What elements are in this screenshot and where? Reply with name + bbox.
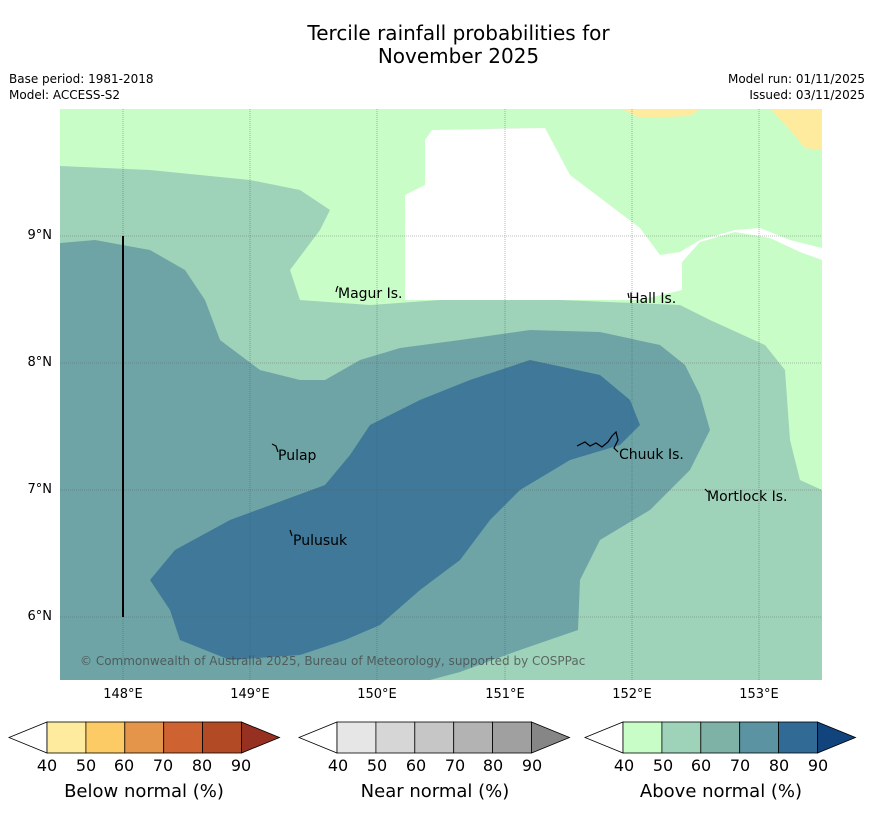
colorbar-segment [202, 721, 242, 754]
tick: 80 [482, 756, 504, 775]
lon-label-151e: 151°E [485, 687, 525, 702]
lon-label-153e: 153°E [739, 687, 779, 702]
region-below-40-50-b [770, 109, 822, 150]
lon-label-150e: 150°E [357, 687, 397, 702]
island-pulap [271, 443, 279, 453]
map-title: Tercile rainfall probabilities for Novem… [0, 22, 873, 68]
tick: 70 [444, 756, 466, 775]
tick: 70 [152, 756, 174, 775]
island-chuuk [576, 430, 619, 453]
colorbar-below-segments [8, 721, 281, 754]
label-pulap: Pulap [278, 448, 317, 464]
colorbar-segment [46, 721, 87, 754]
tick: 40 [613, 756, 635, 775]
colorbar-segment [414, 721, 455, 754]
label-magur: Magur Is. [338, 286, 403, 302]
tick: 50 [366, 756, 388, 775]
colorbar-segment [85, 721, 126, 754]
tick: 90 [230, 756, 252, 775]
lat-label-7n: 7°N [27, 482, 53, 497]
island-pulusuk [289, 529, 293, 537]
colorbar-segment [163, 721, 203, 754]
lon-label-148e: 148°E [103, 687, 143, 702]
label-chuuk: Chuuk Is. [619, 447, 684, 463]
island-mortlock [704, 488, 709, 493]
colorbar-over-triangle [531, 721, 571, 754]
tick: 90 [807, 756, 829, 775]
colorbar-segment [661, 721, 702, 754]
region-white-gap [405, 128, 822, 300]
colorbar-segment [336, 721, 377, 754]
tick: 90 [521, 756, 543, 775]
island-magur [335, 285, 339, 293]
colorbar-near-segments [298, 721, 571, 754]
base-period: Base period: 1981-2018 [9, 72, 154, 86]
tick: 80 [191, 756, 213, 775]
map-panel: Magur Is. Hall Is. Pulap Chuuk Is. Mortl… [60, 109, 822, 680]
lat-label-8n: 8°N [27, 355, 53, 370]
tick: 40 [36, 756, 58, 775]
island-marks [271, 285, 709, 537]
colorbar-above [584, 721, 857, 754]
label-pulusuk: Pulusuk [293, 533, 348, 549]
colorbar-under-triangle [584, 721, 624, 754]
colorbar-segment [778, 721, 818, 754]
meta-right: Model run: 01/11/2025 Issued: 03/11/2025 [728, 71, 865, 103]
colorbar-segment [453, 721, 493, 754]
model-run: Model run: 01/11/2025 [727, 72, 865, 86]
tick: 50 [652, 756, 674, 775]
tick: 60 [690, 756, 712, 775]
copyright-notice: © Commonwealth of Australia 2025, Bureau… [80, 654, 585, 668]
colorbar-above-segments [584, 721, 857, 754]
colorbar-segment [375, 721, 416, 754]
lon-label-149e: 149°E [230, 687, 270, 702]
tick: 50 [75, 756, 97, 775]
lon-label-152e: 152°E [612, 687, 652, 702]
colorbar-segment [739, 721, 779, 754]
gridlines [60, 109, 822, 680]
island-hall [627, 292, 630, 299]
map-svg: Magur Is. Hall Is. Pulap Chuuk Is. Mortl… [60, 109, 822, 680]
tick: 60 [113, 756, 135, 775]
region-below-40-50-a [622, 109, 700, 118]
lat-label-9n: 9°N [27, 228, 53, 243]
label-mortlock: Mortlock Is. [707, 489, 787, 505]
colorbar-over-triangle [817, 721, 857, 754]
region-above-70-80 [150, 360, 640, 660]
colorbar-below [8, 721, 281, 754]
colorbar-near [298, 721, 571, 754]
title-line-2: November 2025 [377, 44, 540, 68]
issued-date: Issued: 03/11/2025 [749, 88, 865, 102]
model-name: Model: ACCESS-S2 [9, 88, 121, 102]
title-line-1: Tercile rainfall probabilities for [307, 21, 610, 45]
tick: 40 [327, 756, 349, 775]
tick: 70 [729, 756, 751, 775]
colorbar-label-above: Above normal (%) [639, 781, 803, 802]
colorbar-segment [622, 721, 663, 754]
tick: 80 [768, 756, 790, 775]
lat-label-6n: 6°N [27, 609, 53, 624]
colorbar-segment [492, 721, 532, 754]
label-hall: Hall Is. [629, 291, 676, 307]
colorbar-over-triangle [241, 721, 281, 754]
meta-left: Base period: 1981-2018 Model: ACCESS-S2 [9, 71, 154, 103]
colorbar-under-triangle [8, 721, 48, 754]
colorbar-label-near: Near normal (%) [360, 781, 510, 802]
colorbar-label-below: Below normal (%) [64, 781, 224, 802]
colorbar-segment [124, 721, 165, 754]
tick: 60 [405, 756, 427, 775]
colorbar-segment [700, 721, 741, 754]
colorbar-under-triangle [298, 721, 338, 754]
